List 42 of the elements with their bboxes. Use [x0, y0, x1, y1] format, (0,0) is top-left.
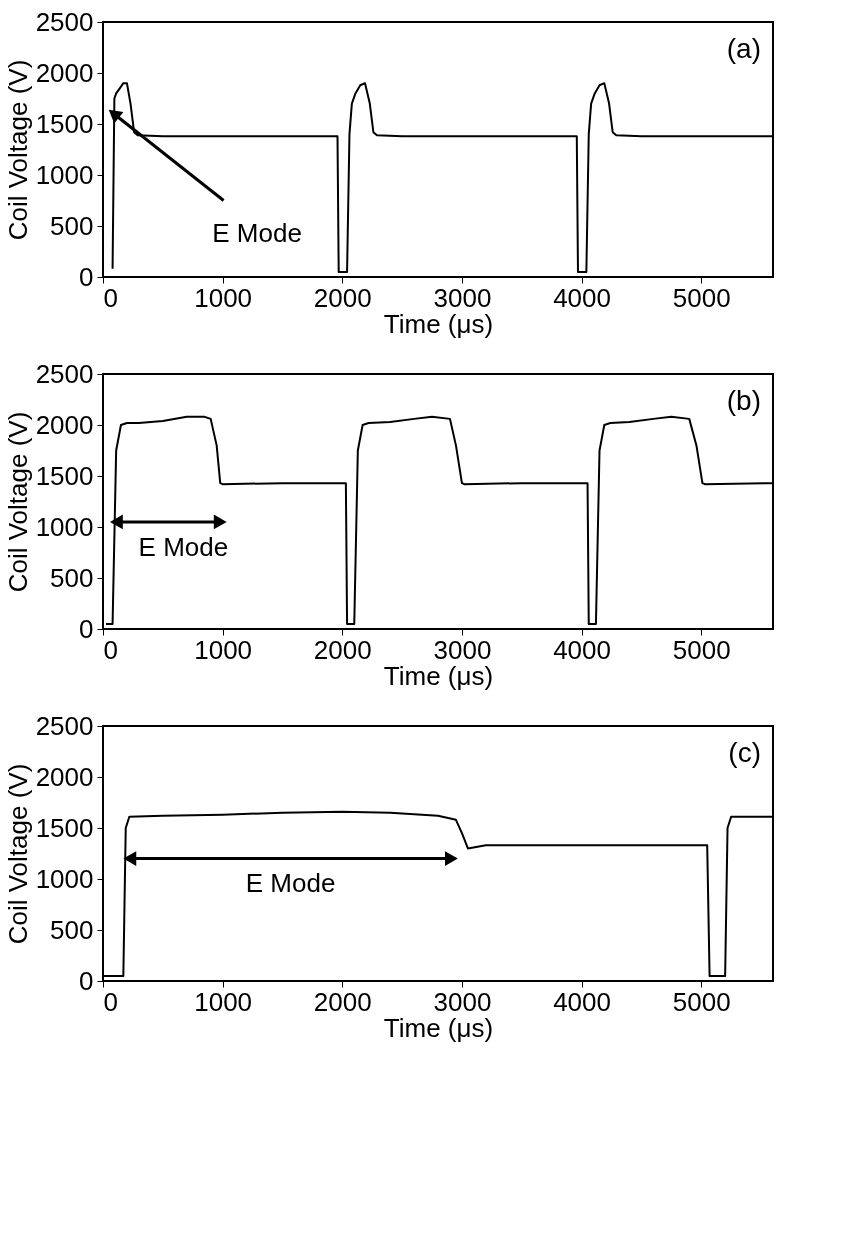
- annotation: (c): [728, 737, 761, 768]
- annotation: (a): [726, 33, 761, 64]
- x-tick-label: 5000: [672, 986, 731, 1017]
- annotation: E Mode: [212, 217, 302, 248]
- x-tick-label: 4000: [553, 986, 611, 1017]
- x-tick-label: 1000: [194, 634, 253, 665]
- y-tick-label: 1500: [35, 812, 94, 843]
- x-tick-label: 0: [103, 986, 118, 1017]
- x-tick-label: 2000: [313, 634, 372, 665]
- y-tick-label: 1000: [35, 863, 94, 894]
- y-tick-label: 2000: [35, 57, 94, 88]
- x-tick-label: 1000: [194, 986, 253, 1017]
- y-axis-title: Coil Voltage (V): [2, 763, 33, 945]
- y-tick-label: 1500: [35, 460, 94, 491]
- y-tick-label: 500: [50, 210, 94, 241]
- x-tick-label: 1000: [194, 282, 253, 313]
- x-tick-label: 4000: [553, 634, 611, 665]
- y-tick-label: 0: [79, 965, 94, 996]
- x-tick-label: 2000: [313, 986, 372, 1017]
- y-tick-label: 2000: [35, 409, 94, 440]
- y-tick-label: 1000: [35, 511, 94, 542]
- x-tick-label: 4000: [553, 282, 611, 313]
- y-tick-label: 0: [79, 613, 94, 644]
- x-tick-label: 0: [103, 282, 118, 313]
- y-tick-label: 2500: [35, 710, 94, 741]
- annotation: E Mode: [245, 868, 336, 899]
- y-tick-label: 1000: [35, 159, 94, 190]
- annotation: (b): [726, 385, 761, 416]
- annotation: E Mode: [138, 531, 229, 562]
- y-tick-label: 2000: [35, 761, 94, 792]
- y-tick-label: 0: [79, 261, 94, 292]
- y-tick-label: 500: [50, 914, 94, 945]
- y-axis-title: Coil Voltage (V): [2, 411, 33, 593]
- y-tick-label: 500: [50, 562, 94, 593]
- x-tick-label: 0: [103, 634, 118, 665]
- x-tick-label: 5000: [672, 634, 731, 665]
- x-tick-label: 5000: [672, 282, 731, 313]
- y-tick-label: 2500: [35, 6, 94, 37]
- y-tick-label: 2500: [35, 358, 94, 389]
- x-tick-label: 2000: [313, 282, 372, 313]
- y-axis-title: Coil Voltage (V): [2, 59, 33, 241]
- y-tick-label: 1500: [35, 108, 94, 139]
